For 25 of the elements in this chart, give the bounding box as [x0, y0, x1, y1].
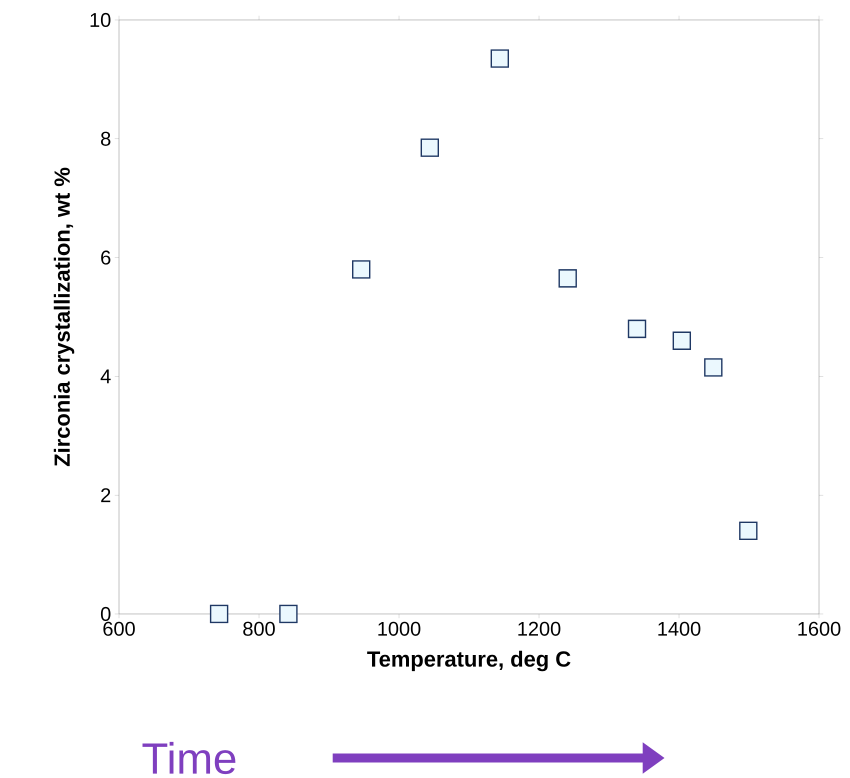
x-tick-label: 800 — [243, 622, 275, 636]
x-axis-title: Temperature, deg C — [367, 650, 570, 672]
point — [628, 320, 646, 338]
point — [279, 604, 298, 624]
y-tick-label: 0 — [100, 606, 110, 622]
x-tick-label: 1000 — [378, 622, 420, 636]
y-tick-label: 10 — [90, 12, 110, 28]
point — [704, 358, 723, 377]
y-tick-label: 4 — [100, 370, 111, 384]
y-tick-label: 2 — [101, 488, 110, 502]
y-axis-title: Zirconia crystallization, wt % — [54, 168, 74, 466]
y-tick-label: 6 — [101, 250, 110, 265]
point — [210, 604, 228, 624]
x-tick-label: 600 — [103, 622, 135, 636]
x-tick-label: 1400 — [658, 622, 700, 636]
text: Time — [142, 742, 236, 774]
y-tick-label: 8 — [101, 132, 110, 146]
point — [420, 138, 440, 157]
point — [490, 49, 510, 68]
point — [558, 269, 577, 288]
point — [352, 260, 370, 279]
x-tick-label: 1200 — [518, 622, 560, 636]
point — [739, 522, 758, 540]
x-tick-label: 1600 — [798, 622, 840, 636]
point — [672, 332, 692, 350]
